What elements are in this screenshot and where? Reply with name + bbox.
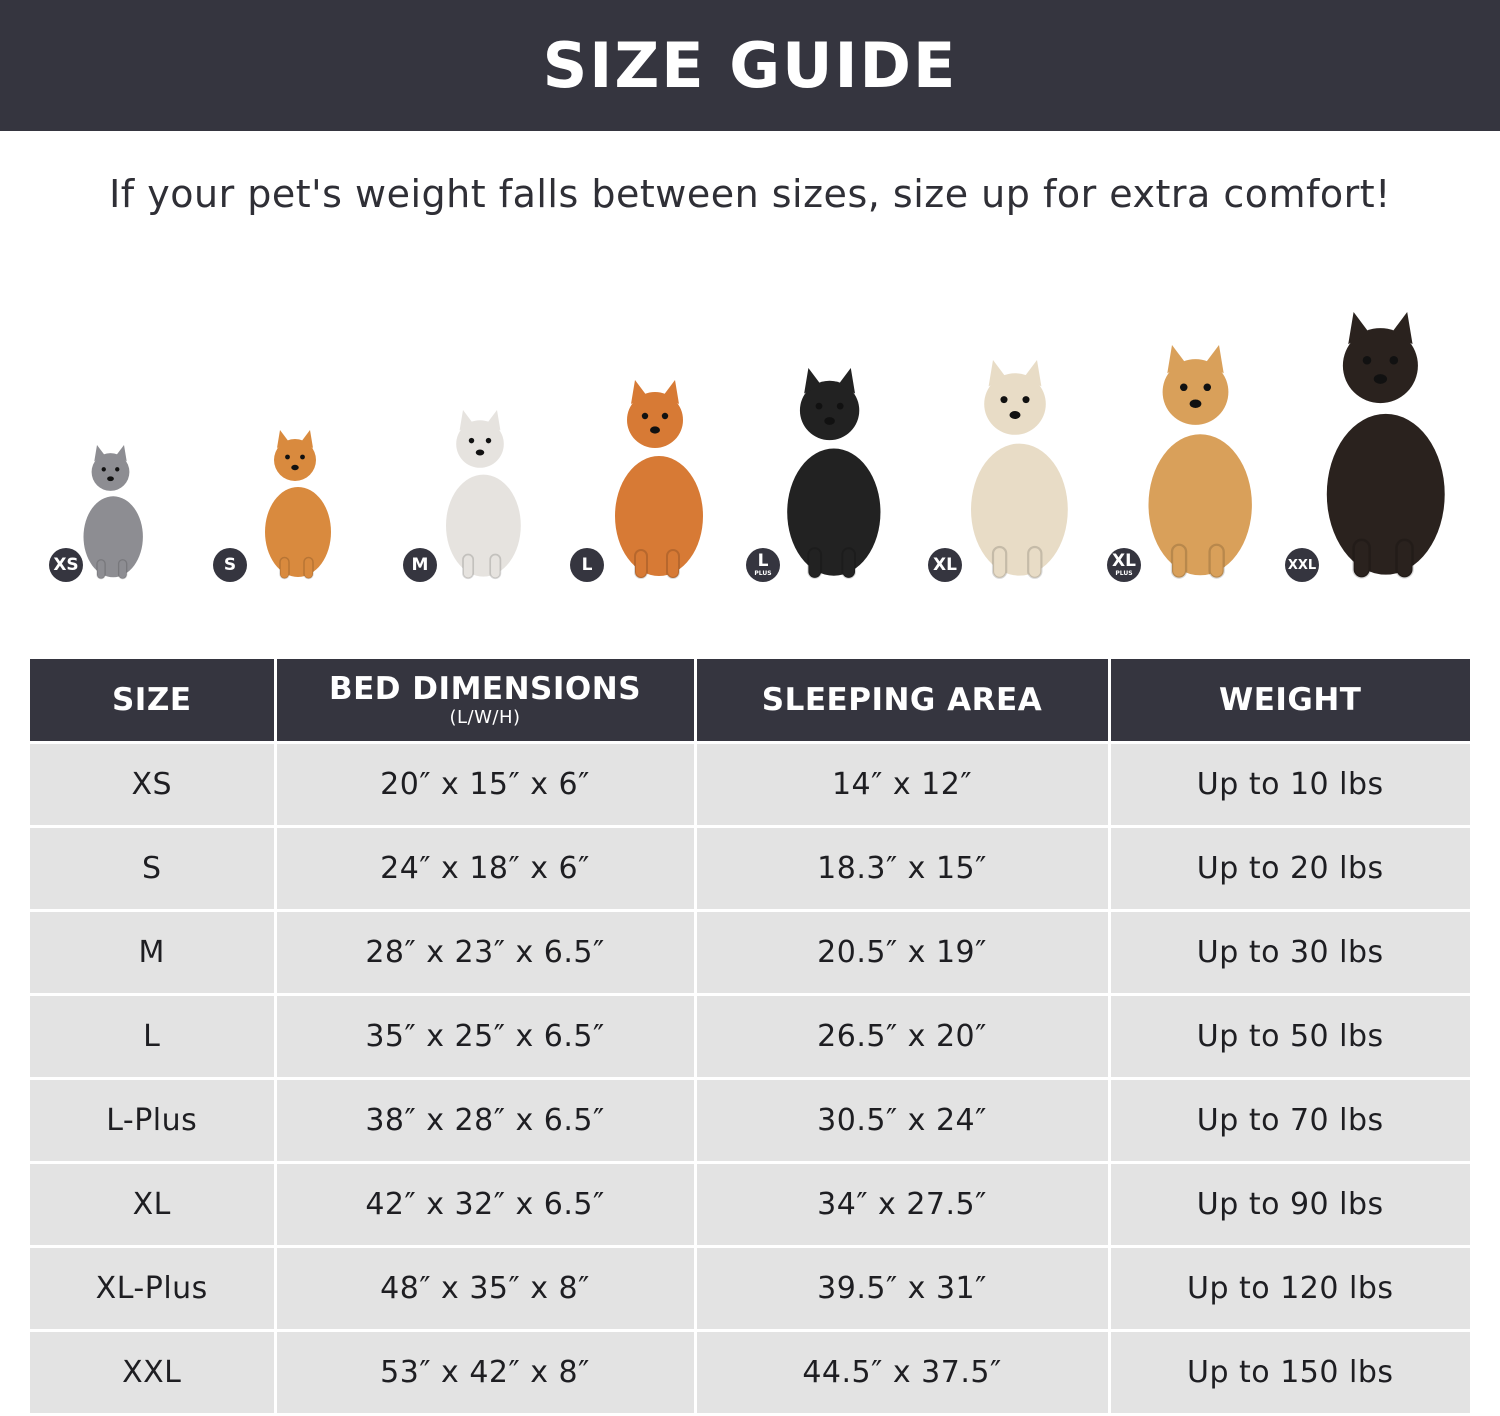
- pet-pomeranian: [250, 430, 340, 580]
- pet-border-collie: [766, 368, 893, 580]
- cell-size: XS: [30, 740, 277, 828]
- cell-area: 34″ x 27.5″: [693, 1160, 1111, 1248]
- cell-weight: Up to 120 lbs: [1107, 1244, 1470, 1332]
- size-badge-s: S: [213, 548, 247, 582]
- cat-image: [83, 445, 143, 580]
- size-badge-xxl: XXL: [1285, 548, 1319, 582]
- labrador-image: [971, 360, 1068, 579]
- table-row: M 28″ x 23″ x 6.5″ 20.5″ x 19″ Up to 30 lbs: [30, 908, 1470, 996]
- cell-weight: Up to 20 lbs: [1107, 824, 1470, 912]
- badge-label: L: [757, 551, 769, 571]
- size-badge-xl: XL: [928, 548, 962, 582]
- cell-dimensions: 48″ x 35″ x 8″: [273, 1244, 697, 1332]
- cell-size: XL: [30, 1160, 277, 1248]
- badge-plus: PLUS: [754, 570, 772, 577]
- cell-dimensions: 35″ x 25″ x 6.5″: [273, 992, 697, 1080]
- shiba-inu-image: [615, 380, 703, 579]
- badge-label: L: [581, 554, 593, 575]
- header-area: SLEEPING AREA: [693, 659, 1111, 744]
- cell-dimensions: 28″ x 23″ x 6.5″: [273, 908, 697, 996]
- cell-weight: Up to 10 lbs: [1107, 740, 1470, 828]
- cell-area: 26.5″ x 20″: [693, 992, 1111, 1080]
- size-badge-xs: XS: [49, 548, 83, 582]
- header-dimensions-sub: (L/W/H): [449, 707, 521, 729]
- cell-area: 30.5″ x 24″: [693, 1076, 1111, 1164]
- cell-weight: Up to 70 lbs: [1107, 1076, 1470, 1164]
- golden-retriever-image: [1148, 345, 1252, 579]
- header-size: SIZE: [30, 659, 277, 744]
- header-dimensions: BED DIMENSIONS (L/W/H): [273, 659, 697, 744]
- size-badge-m: M: [403, 548, 437, 582]
- border-collie-image: [787, 368, 881, 579]
- cell-area: 20.5″ x 19″: [693, 908, 1111, 996]
- cell-area: 14″ x 12″: [693, 740, 1111, 828]
- title-banner: SIZE GUIDE: [0, 0, 1500, 131]
- badge-label: XXL: [1287, 557, 1317, 573]
- french-bulldog-image: [446, 410, 521, 580]
- cell-size: XL-Plus: [30, 1244, 277, 1332]
- cell-weight: Up to 150 lbs: [1107, 1328, 1470, 1416]
- badge-label: XL: [1112, 551, 1136, 571]
- badge-plus: PLUS: [1115, 570, 1133, 577]
- badge-label: S: [223, 554, 237, 575]
- table-row: L 35″ x 25″ x 6.5″ 26.5″ x 20″ Up to 50 lbs: [30, 992, 1470, 1080]
- cell-dimensions: 24″ x 18″ x 6″: [273, 824, 697, 912]
- cell-dimensions: 53″ x 42″ x 8″: [273, 1328, 697, 1416]
- badge-label: XS: [53, 554, 79, 575]
- page-title: SIZE GUIDE: [542, 29, 958, 102]
- cell-dimensions: 42″ x 32″ x 6.5″: [273, 1160, 697, 1248]
- cell-weight: Up to 50 lbs: [1107, 992, 1470, 1080]
- cell-size: M: [30, 908, 277, 996]
- table-row: L-Plus 38″ x 28″ x 6.5″ 30.5″ x 24″ Up to 7…: [30, 1076, 1470, 1164]
- size-badge-xl-plus: XL PLUS: [1107, 548, 1141, 582]
- table-row: XS 20″ x 15″ x 6″ 14″ x 12″ Up to 10 lbs: [30, 740, 1470, 828]
- cell-area: 18.3″ x 15″: [693, 824, 1111, 912]
- header-dimensions-label: BED DIMENSIONS: [328, 671, 642, 708]
- pet-doberman: [1300, 312, 1461, 580]
- size-table: SIZE BED DIMENSIONS (L/W/H) SLEEPING AREA…: [30, 659, 1470, 1416]
- cell-dimensions: 38″ x 28″ x 6.5″: [273, 1076, 697, 1164]
- subtitle: If your pet's weight falls between sizes…: [109, 172, 1391, 216]
- table-row: XL-Plus 48″ x 35″ x 8″ 39.5″ x 31″ Up to 12…: [30, 1244, 1470, 1332]
- cell-size: S: [30, 824, 277, 912]
- doberman-image: [1326, 312, 1445, 579]
- badge-label: M: [411, 554, 429, 575]
- cell-size: L-Plus: [30, 1076, 277, 1164]
- table-row: XXL 53″ x 42″ x 8″ 44.5″ x 37.5″ Up to 150 …: [30, 1328, 1470, 1416]
- size-badge-l: L: [570, 548, 604, 582]
- pet-cat: [70, 445, 151, 580]
- cell-dimensions: 20″ x 15″ x 6″: [273, 740, 697, 828]
- pomeranian-image: [265, 430, 331, 580]
- cell-area: 39.5″ x 31″: [693, 1244, 1111, 1332]
- cell-weight: Up to 30 lbs: [1107, 908, 1470, 996]
- table-row: S 24″ x 18″ x 6″ 18.3″ x 15″ Up to 20 lbs: [30, 824, 1470, 912]
- cell-size: L: [30, 992, 277, 1080]
- cell-area: 44.5″ x 37.5″: [693, 1328, 1111, 1416]
- badge-label: XL: [933, 554, 957, 575]
- cell-weight: Up to 90 lbs: [1107, 1160, 1470, 1248]
- pet-french-bulldog: [429, 410, 531, 580]
- cell-size: XXL: [30, 1328, 277, 1416]
- pet-lineup: XS S M L L PLUS XL XL PLUS XXL: [0, 300, 1500, 600]
- table-row: XL 42″ x 32″ x 6.5″ 34″ x 27.5″ Up to 90 lb…: [30, 1160, 1470, 1248]
- header-weight: WEIGHT: [1107, 659, 1470, 744]
- pet-shiba-inu: [595, 380, 715, 580]
- pet-golden-retriever: [1125, 345, 1266, 580]
- table-header-row: SIZE BED DIMENSIONS (L/W/H) SLEEPING AREA…: [30, 659, 1470, 744]
- pet-labrador: [949, 360, 1081, 580]
- size-badge-l-plus: L PLUS: [746, 548, 780, 582]
